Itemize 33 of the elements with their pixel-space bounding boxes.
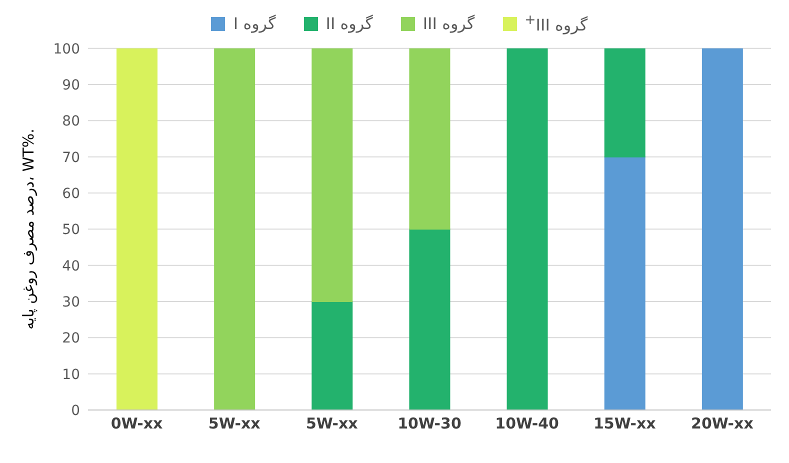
y-axis-title: درصد مصرف روغن پایه، WT%. bbox=[19, 128, 38, 330]
legend-label: گروه II bbox=[326, 14, 373, 34]
legend-label: گروه III$^{+}$ bbox=[524, 13, 588, 34]
bar bbox=[604, 48, 646, 158]
bar bbox=[409, 228, 450, 410]
y-tick-label: 80 bbox=[62, 114, 80, 130]
y-tick-label: 100 bbox=[53, 41, 80, 58]
y-tick-label: 70 bbox=[62, 150, 80, 166]
bar bbox=[409, 48, 450, 230]
y-tick-label: 20 bbox=[62, 330, 80, 347]
bar bbox=[702, 48, 743, 410]
x-tick-label: 10W-40 bbox=[495, 414, 559, 433]
x-tick-label: 0W-xx bbox=[110, 414, 164, 433]
y-tick-label: 30 bbox=[62, 294, 80, 310]
legend-label: گروه I bbox=[233, 14, 276, 34]
bar bbox=[506, 48, 548, 410]
y-tick-label: 40 bbox=[62, 258, 80, 274]
legend-label: گروه III bbox=[422, 14, 475, 34]
bar bbox=[312, 301, 353, 410]
x-tick-label: 5W-xx bbox=[306, 414, 358, 433]
bar bbox=[116, 48, 158, 410]
x-tick-label: 5W-xx bbox=[208, 414, 261, 433]
y-tick-label: 0 bbox=[71, 402, 80, 419]
x-tick-label: 15W-xx bbox=[593, 414, 656, 433]
y-tick-label: 90 bbox=[62, 77, 80, 94]
bar bbox=[214, 48, 256, 410]
x-tick-label: 10W-30 bbox=[398, 414, 462, 433]
y-tick-label: 50 bbox=[62, 222, 80, 238]
x-tick-label: 20W-xx bbox=[691, 414, 754, 433]
y-tick-label: 10 bbox=[62, 366, 80, 383]
bar bbox=[604, 156, 646, 410]
bar bbox=[312, 48, 353, 302]
y-tick-label: 60 bbox=[62, 186, 80, 202]
